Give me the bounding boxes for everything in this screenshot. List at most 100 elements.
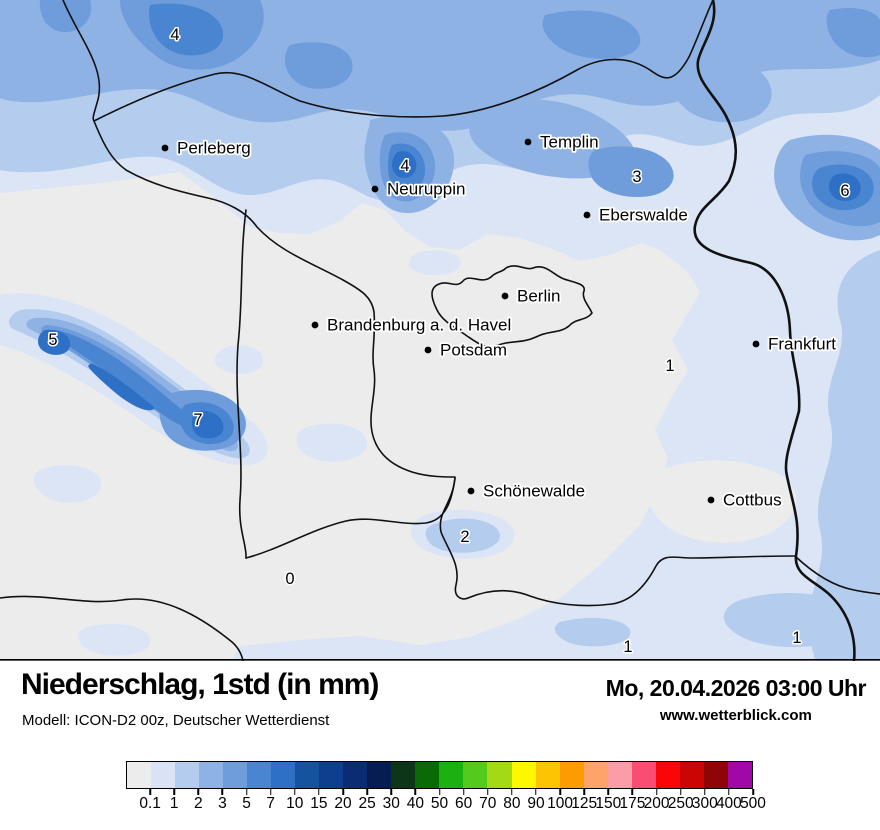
colorbar-tick [414, 789, 417, 795]
colorbar-tick [197, 789, 200, 795]
colorbar-tick-label: 25 [358, 795, 376, 812]
colorbar-tick-label: 20 [334, 795, 352, 812]
colorbar-tick-label: 80 [503, 795, 521, 812]
colorbar-segment [487, 762, 512, 788]
colorbar-segment [295, 762, 320, 788]
colorbar-bar [126, 761, 753, 789]
colorbar-tick [438, 789, 441, 795]
website-url: www.wetterblick.com [659, 707, 812, 724]
precip-value: 6 [840, 182, 849, 200]
border-poland [693, 0, 856, 661]
colorbar-segment [583, 762, 608, 788]
colorbar-tick [631, 789, 634, 795]
city-dot [467, 487, 475, 495]
colorbar-tick [655, 789, 658, 795]
page-title: Niederschlag, 1std (in mm) [21, 668, 379, 701]
city-marker: Schönewalde [467, 480, 587, 502]
city-dot [424, 346, 432, 354]
precip-value: 7 [193, 411, 202, 429]
city-label: Neuruppin [387, 180, 465, 199]
colorbar-segment [343, 762, 368, 788]
colorbar-tick-label: 1 [169, 795, 179, 812]
dry-area [647, 460, 797, 543]
precip-max-values: 4 4 3 6 5 7 1 2 0 1 1 [47, 25, 851, 658]
rain-area-l4 [542, 10, 641, 59]
colorbar-tick-label: 300 [691, 795, 718, 812]
colorbar-segment [367, 762, 392, 788]
city-dot [583, 211, 591, 219]
city-label: Templin [540, 133, 599, 152]
precip-value: 4 [400, 157, 409, 175]
city-label: Perleberg [177, 139, 251, 158]
city-marker: Berlin [501, 285, 562, 307]
border-west-vertical [236, 209, 247, 559]
colorbar-tick [511, 789, 513, 795]
city-label: Potsdam [440, 341, 507, 360]
colorbar-tick [269, 789, 272, 795]
colorbar-tick-label: 250 [667, 795, 694, 812]
colorbar-segment [271, 762, 296, 788]
colorbar-tick-label: 15 [310, 795, 328, 812]
colorbar-tick [679, 789, 682, 795]
city-markers: Perleberg Templin Neuruppin Eberswalde Berli… [161, 131, 838, 511]
colorbar-tick [221, 789, 224, 795]
city-dot [752, 340, 760, 348]
colorbar-segment [607, 762, 632, 788]
colorbar-segment [127, 762, 152, 788]
city-label: Eberswalde [599, 206, 688, 225]
colorbar-tick [607, 789, 610, 795]
colorbar-tick [535, 789, 537, 795]
state-borders [0, 0, 880, 661]
colorbar-tick-label: 70 [479, 795, 497, 812]
rain-area-l6 [38, 329, 71, 355]
colorbar: 0.1 1 2 3 5 7 10 15 20 25 30 40 50 60 70 80 90 100 125 150 1… [126, 761, 766, 815]
colorbar-tick [390, 789, 393, 795]
rain-area-l2 [807, 250, 880, 660]
rain-area-l6 [191, 410, 224, 439]
colorbar-segment [559, 762, 584, 788]
colorbar-tick-label: 10 [286, 795, 304, 812]
colorbar-tick [318, 789, 320, 795]
precipitation-field [0, 0, 880, 660]
rain-area-l4 [39, 0, 92, 33]
precip-value: 4 [170, 26, 179, 44]
colorbar-tick-label: 90 [527, 795, 545, 812]
rain-area-l5 [149, 3, 224, 56]
city-label: Berlin [517, 287, 560, 306]
colorbar-tick [486, 789, 489, 795]
colorbar-tick-label: 400 [715, 795, 742, 812]
colorbar-tick-label: 50 [430, 795, 449, 812]
rain-area-l4 [588, 146, 674, 198]
rain-area-l6 [391, 151, 417, 178]
colorbar-segment [199, 762, 224, 788]
colorbar-segment [727, 762, 752, 788]
border-north [62, 0, 714, 122]
colorbar-tick [728, 789, 730, 795]
colorbar-segment [391, 762, 416, 788]
colorbar-tick [704, 789, 706, 795]
city-dot [371, 185, 379, 193]
colorbar-segment [439, 762, 464, 788]
border-southwest [0, 595, 244, 661]
border-east-branch [794, 555, 880, 595]
colorbar-tick [559, 789, 561, 795]
city-marker: Perleberg [161, 137, 252, 159]
border-berlin [431, 265, 593, 348]
city-marker: Templin [524, 131, 600, 153]
colorbar-segment [415, 762, 440, 788]
colorbar-segment [151, 762, 176, 788]
colorbar-tick-label: 200 [643, 795, 670, 812]
city-dot [161, 144, 169, 152]
city-marker: Frankfurt [752, 333, 838, 355]
border-south [439, 477, 796, 607]
precip-value: 1 [623, 638, 632, 656]
city-label: Cottbus [723, 491, 782, 510]
city-dot [524, 138, 532, 146]
precip-value: 5 [48, 331, 57, 349]
city-marker: Brandenburg a. d. Havel [311, 314, 513, 336]
colorbar-tick [583, 789, 585, 795]
city-dot [501, 292, 509, 300]
rain-area-l6 [88, 363, 155, 411]
precip-value: 2 [460, 528, 469, 546]
